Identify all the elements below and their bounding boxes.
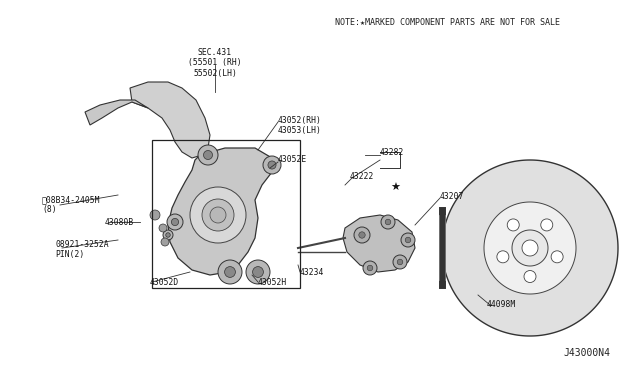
- Circle shape: [253, 267, 264, 278]
- Circle shape: [263, 156, 281, 174]
- Polygon shape: [85, 100, 148, 125]
- Circle shape: [225, 267, 236, 278]
- Circle shape: [497, 251, 509, 263]
- Polygon shape: [522, 240, 538, 256]
- Circle shape: [401, 233, 415, 247]
- Text: 43052(RH)
43053(LH): 43052(RH) 43053(LH): [278, 116, 322, 135]
- Text: J43000N4: J43000N4: [563, 348, 610, 358]
- Text: NOTE:★MARKED COMPONENT PARTS ARE NOT FOR SALE: NOTE:★MARKED COMPONENT PARTS ARE NOT FOR…: [335, 18, 560, 27]
- Circle shape: [397, 259, 403, 265]
- Polygon shape: [343, 215, 415, 272]
- Circle shape: [354, 227, 370, 243]
- Text: 43282: 43282: [380, 148, 404, 157]
- Bar: [152, 140, 300, 288]
- Circle shape: [166, 233, 170, 237]
- Text: 43052D: 43052D: [150, 278, 179, 287]
- Text: 08921-3252A
PIN(2): 08921-3252A PIN(2): [55, 240, 109, 259]
- Text: 43052H: 43052H: [258, 278, 287, 287]
- Text: SEC.431
(55501 (RH)
55502(LH): SEC.431 (55501 (RH) 55502(LH): [188, 48, 242, 78]
- Circle shape: [508, 219, 519, 231]
- Circle shape: [161, 238, 169, 246]
- Circle shape: [204, 151, 212, 160]
- Circle shape: [405, 237, 411, 243]
- Circle shape: [159, 224, 167, 232]
- Text: 43222: 43222: [350, 172, 374, 181]
- Circle shape: [524, 270, 536, 282]
- Circle shape: [367, 265, 372, 271]
- Text: 43052E: 43052E: [278, 155, 307, 164]
- Circle shape: [210, 207, 226, 223]
- Circle shape: [363, 261, 377, 275]
- Circle shape: [150, 210, 160, 220]
- Polygon shape: [168, 148, 272, 275]
- Circle shape: [246, 260, 270, 284]
- Circle shape: [190, 187, 246, 243]
- Text: ★: ★: [390, 183, 400, 193]
- Text: 44098M: 44098M: [487, 300, 516, 309]
- Circle shape: [163, 230, 173, 240]
- Text: ①08B34-2405M
(8): ①08B34-2405M (8): [42, 195, 100, 214]
- Text: 43234: 43234: [300, 268, 324, 277]
- Circle shape: [218, 260, 242, 284]
- Circle shape: [172, 218, 179, 225]
- Text: 43207: 43207: [440, 192, 465, 201]
- Circle shape: [198, 145, 218, 165]
- Polygon shape: [442, 160, 618, 336]
- Polygon shape: [130, 82, 210, 158]
- Circle shape: [381, 215, 395, 229]
- Circle shape: [202, 199, 234, 231]
- Circle shape: [385, 219, 391, 225]
- Circle shape: [393, 255, 407, 269]
- Circle shape: [541, 219, 553, 231]
- Circle shape: [551, 251, 563, 263]
- Polygon shape: [484, 202, 576, 294]
- Circle shape: [268, 161, 276, 169]
- Polygon shape: [512, 230, 548, 266]
- Circle shape: [167, 214, 183, 230]
- Circle shape: [359, 232, 365, 238]
- Text: 43080B: 43080B: [105, 218, 134, 227]
